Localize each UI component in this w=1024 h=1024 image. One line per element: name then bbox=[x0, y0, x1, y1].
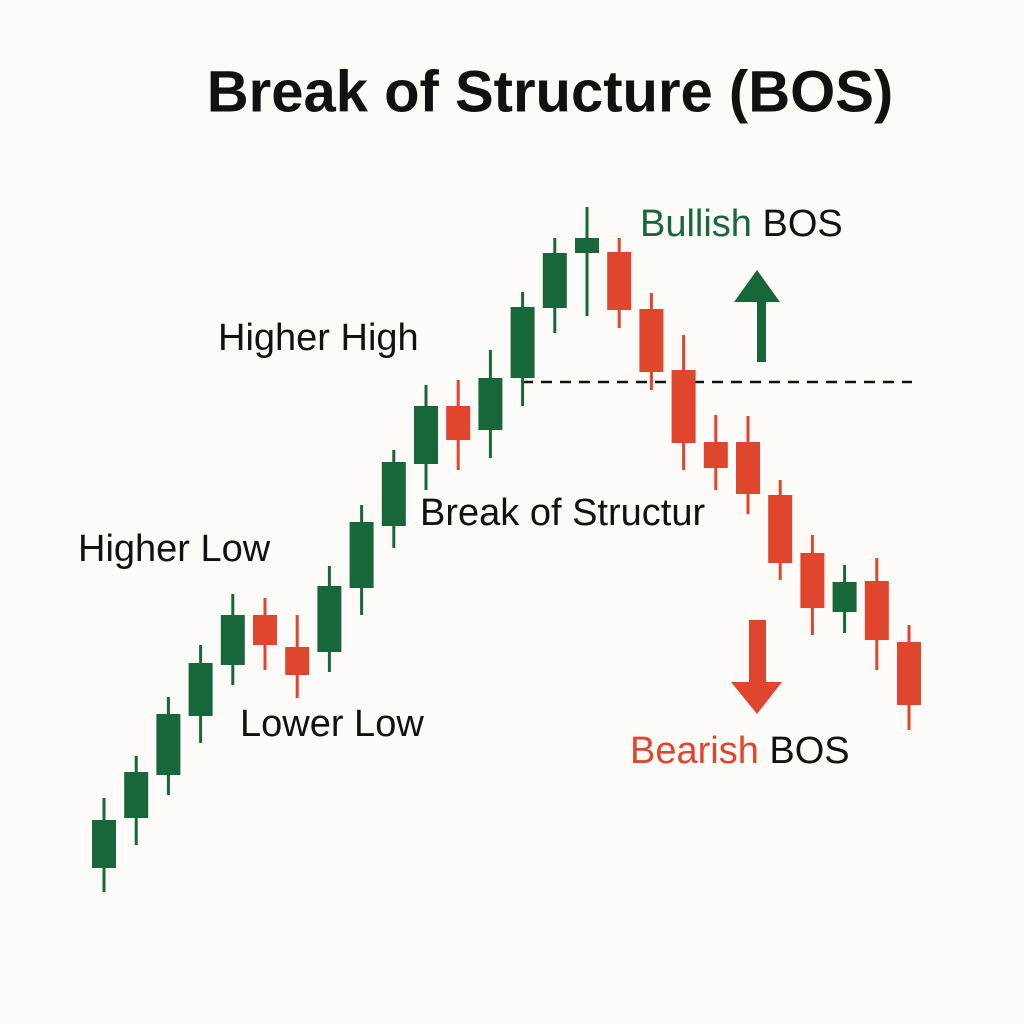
chart-title: Break of Structure (BOS) bbox=[207, 59, 893, 124]
candle-body bbox=[478, 378, 503, 430]
candle-body bbox=[897, 642, 921, 705]
candle-body bbox=[542, 253, 567, 308]
candle-body bbox=[671, 370, 696, 443]
annotation: Lower Low bbox=[240, 703, 424, 745]
candle-body bbox=[317, 586, 342, 652]
candles bbox=[92, 207, 921, 892]
candle-body bbox=[414, 406, 438, 464]
candle-body bbox=[832, 582, 857, 612]
candle-body bbox=[446, 406, 471, 440]
annotation: Break of Structur bbox=[420, 492, 705, 534]
annotation: Bearish BOS bbox=[630, 730, 850, 772]
candle-body bbox=[607, 252, 632, 310]
candle-body bbox=[768, 495, 793, 563]
candle-body bbox=[349, 522, 374, 588]
bearish-word: Bearish bbox=[630, 730, 759, 772]
candle-body bbox=[220, 615, 245, 665]
candle-body bbox=[92, 820, 116, 868]
candle-body bbox=[864, 581, 889, 640]
candle-body bbox=[253, 615, 277, 645]
candle-body bbox=[736, 442, 760, 494]
down-arrow bbox=[731, 620, 782, 714]
candle-body bbox=[510, 307, 535, 378]
annotation: Higher Low bbox=[78, 528, 271, 570]
annotation: Bullish BOS bbox=[640, 203, 843, 245]
candle-body bbox=[285, 647, 310, 675]
bearish-rest: BOS bbox=[769, 730, 849, 772]
candle-body bbox=[381, 462, 406, 526]
candle-body bbox=[575, 238, 599, 253]
candle-body bbox=[124, 772, 149, 818]
candle-body bbox=[188, 663, 213, 716]
candle-body bbox=[639, 309, 664, 372]
candle-body bbox=[703, 442, 728, 468]
candle-body bbox=[800, 553, 825, 608]
up-arrow bbox=[734, 270, 780, 362]
bullish-rest: BOS bbox=[763, 203, 843, 245]
annotation: Higher High bbox=[218, 317, 419, 359]
bullish-word: Bullish bbox=[640, 203, 752, 245]
candle-body bbox=[156, 714, 181, 775]
